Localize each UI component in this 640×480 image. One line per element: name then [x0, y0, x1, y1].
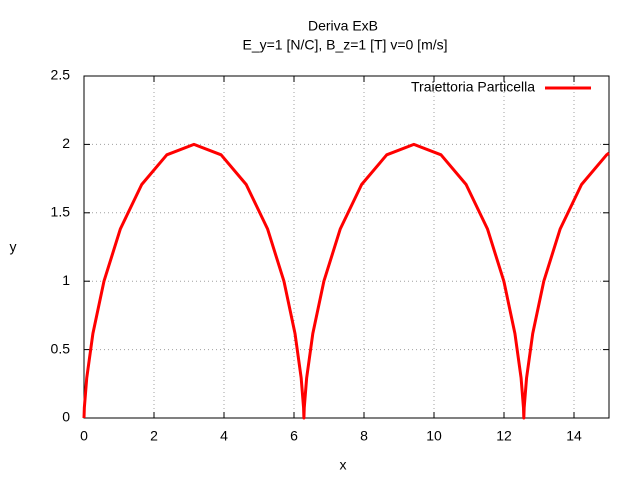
x-tick-label: 8	[360, 428, 368, 444]
line-series	[82, 142, 610, 420]
y-tick-label: 1.5	[51, 204, 71, 220]
x-tick-label: 6	[290, 428, 298, 444]
x-axis-label: x	[340, 457, 347, 473]
x-tick-label: 12	[496, 428, 512, 444]
x-tick-label: 0	[80, 428, 88, 444]
y-tick-label: 2	[62, 135, 70, 151]
legend-label: Traiettoria Particella	[411, 79, 535, 95]
y-tick-label: 2.5	[51, 67, 71, 83]
x-tick-label: 4	[220, 428, 228, 444]
plot-border	[83, 75, 610, 419]
y-axis-label: y	[10, 239, 17, 255]
y-tick-label: 1	[62, 272, 70, 288]
chart-subtitle: E_y=1 [N/C], B_z=1 [T] v=0 [m/s]	[242, 37, 447, 53]
y-tick-label: 0	[62, 409, 70, 425]
x-tick-label: 2	[150, 428, 158, 444]
x-tick-label: 10	[426, 428, 442, 444]
chart-title: Deriva ExB	[308, 18, 378, 34]
x-tick-label: 14	[566, 428, 582, 444]
y-tick-label: 0.5	[51, 340, 71, 356]
